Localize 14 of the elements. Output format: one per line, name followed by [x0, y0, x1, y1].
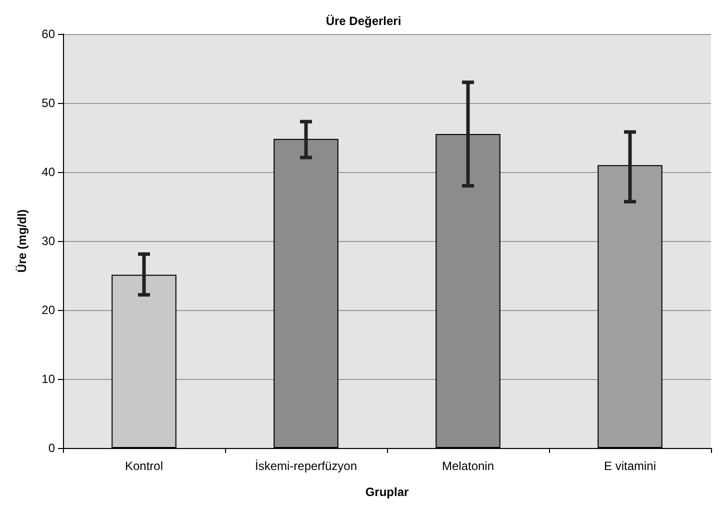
chart-title: Üre Değerleri	[326, 14, 402, 28]
x-tick-label: İskemi-reperfüzyon	[254, 459, 358, 473]
x-tick-label: Kontrol	[124, 459, 164, 473]
y-tick-label: 60	[42, 27, 56, 41]
y-tick-label: 50	[42, 96, 56, 110]
y-tick-label: 0	[48, 441, 56, 455]
y-tick-label: 10	[42, 372, 56, 386]
x-tick-label: E vitamini	[604, 459, 656, 473]
y-axis-title: Üre (mg/dl)	[15, 209, 29, 273]
y-tick-label: 20	[42, 303, 56, 317]
y-tick-label: 30	[42, 234, 56, 248]
x-axis-title: Gruplar	[365, 485, 409, 499]
x-tick-label: Melatonin	[442, 459, 494, 473]
y-tick-label: 40	[42, 165, 56, 179]
